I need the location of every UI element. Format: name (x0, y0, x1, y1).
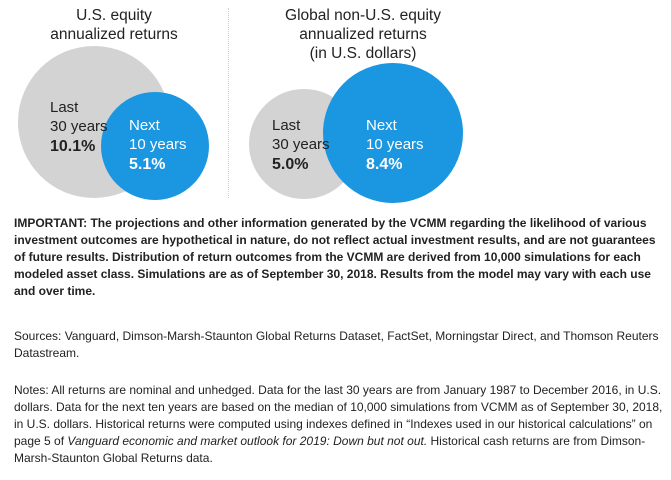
global-next-label-line1: Next (366, 117, 398, 134)
notes-part1: Notes: All returns are nominal and unhed… (14, 383, 663, 448)
global-title-line: annualized returns (299, 26, 427, 43)
important-label: IMPORTANT: (14, 216, 88, 230)
global-bubble-svg: Last 30 years 5.0% Next 10 years 8.4% (249, 63, 463, 203)
us-last-value: 10.1% (50, 138, 95, 155)
us-next-10-bubble (101, 92, 209, 200)
global-panel-title: Global non-U.S. equity annualized return… (228, 6, 498, 63)
important-text: The projections and other information ge… (14, 216, 656, 298)
global-title-line: Global non-U.S. equity (285, 7, 441, 24)
global-last-label-line1: Last (272, 117, 301, 134)
panel-divider (228, 8, 230, 198)
global-title-line: (in U.S. dollars) (309, 45, 417, 62)
us-last-label-line2: 30 years (50, 118, 108, 135)
global-next-10-bubble (323, 63, 463, 203)
us-equity-panel: U.S. equity annualized returns Last 30 y… (0, 0, 228, 205)
global-equity-panel: Global non-U.S. equity annualized return… (228, 0, 498, 205)
global-next-value: 8.4% (366, 156, 402, 173)
global-last-label-line2: 30 years (272, 136, 330, 153)
notes-publication-title: Vanguard economic and market outlook for… (67, 434, 428, 448)
global-next-label-line2: 10 years (366, 136, 424, 153)
us-next-label-line1: Next (129, 117, 161, 134)
important-disclaimer: IMPORTANT: The projections and other inf… (14, 215, 664, 300)
notes-part2: Historical cash returns are from Dimson-… (14, 434, 646, 465)
us-panel-title: U.S. equity annualized returns (0, 6, 228, 44)
us-next-label-line2: 10 years (129, 136, 187, 153)
notes-text: Notes: All returns are nominal and unhed… (14, 382, 664, 467)
us-bubble-svg: Last 30 years 10.1% Next 10 years 5.1% (18, 46, 209, 200)
us-title-line: U.S. equity (76, 7, 152, 24)
us-title-line: annualized returns (50, 26, 178, 43)
global-last-value: 5.0% (272, 156, 308, 173)
us-next-value: 5.1% (129, 156, 165, 173)
sources-text: Sources: Vanguard, Dimson-Marsh-Staunton… (14, 329, 659, 360)
us-last-label-line1: Last (50, 99, 79, 116)
